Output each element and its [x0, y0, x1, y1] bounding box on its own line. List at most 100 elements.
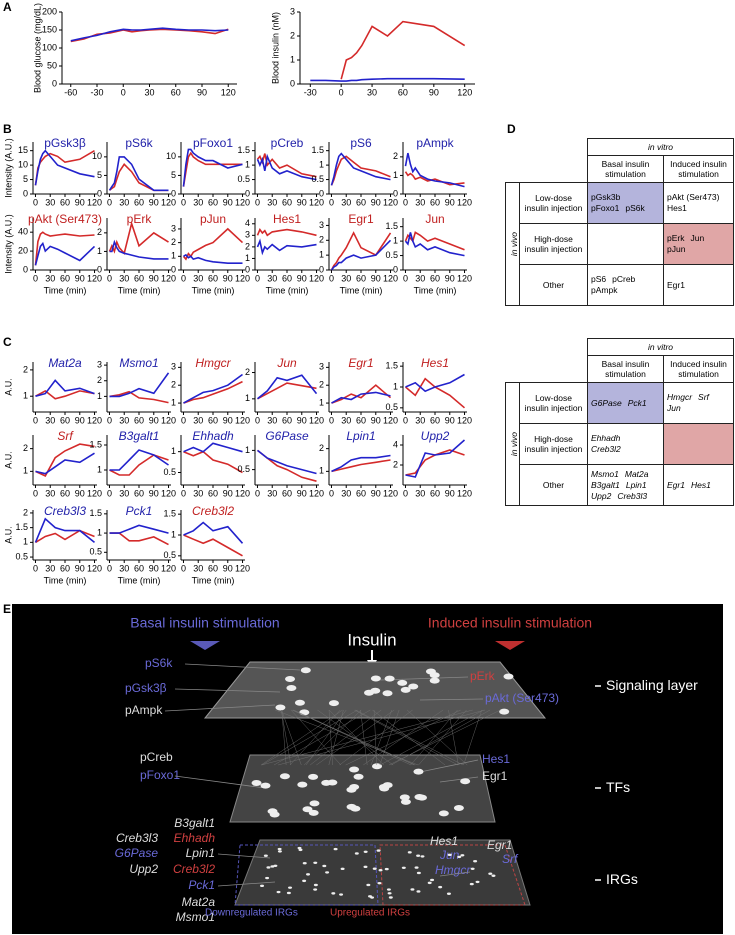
y-tick-label: 1	[23, 537, 28, 547]
cell-item: pGsk3b	[591, 192, 621, 202]
network-node	[446, 892, 451, 895]
x-tick-label: 30	[45, 488, 55, 498]
y-tick-label: 3	[290, 6, 295, 16]
y-tick-label: 1.5	[237, 145, 250, 155]
x-tick-label: 90	[445, 488, 455, 498]
network-edge	[448, 709, 459, 766]
network-node	[349, 766, 360, 773]
x-tick-label: 90	[149, 415, 159, 425]
network-node	[370, 896, 375, 899]
network-node	[399, 794, 410, 801]
x-tick-label: 0	[121, 87, 126, 97]
y-tick-label: 2	[319, 235, 324, 245]
x-tick-label: 0	[181, 488, 186, 498]
network-edge	[388, 709, 501, 766]
x-tick-label: -60	[64, 87, 77, 97]
network-node	[384, 675, 395, 682]
chart-title: Egr1	[348, 212, 374, 226]
cell-item: Hmgcr	[667, 392, 693, 402]
series-line	[109, 524, 169, 534]
series-line	[256, 153, 317, 181]
x-tick-label: 0	[33, 415, 38, 425]
x-tick-label: 120	[161, 197, 176, 207]
network-node	[413, 768, 424, 775]
x-tick-label: 30	[193, 197, 203, 207]
network-node	[420, 855, 425, 858]
y-tick-label: 1	[319, 397, 324, 407]
cell-item: Srf	[698, 392, 709, 402]
y-tick-label: 0	[23, 264, 28, 274]
y-tick-label: 2	[245, 241, 250, 251]
network-node	[308, 773, 319, 780]
x-tick-label: 0	[255, 488, 260, 498]
network-node	[370, 675, 381, 682]
series-line	[109, 390, 169, 404]
x-tick-label: 60	[134, 415, 144, 425]
network-node	[325, 871, 330, 874]
chart-title: Creb3l3	[44, 504, 86, 518]
network-node	[363, 865, 368, 869]
x-tick-label: 90	[149, 563, 159, 573]
x-tick-label: 0	[403, 415, 408, 425]
x-tick-label: 90	[223, 273, 233, 283]
network-node	[384, 867, 389, 871]
x-tick-label: 30	[45, 415, 55, 425]
x-tick-label: 0	[329, 273, 334, 283]
panel-letter: B	[3, 122, 12, 136]
network-edge	[328, 709, 344, 766]
network-node	[371, 763, 382, 770]
leader-line	[217, 881, 276, 887]
chart-title: Lpin1	[346, 429, 375, 443]
network-node	[416, 854, 421, 857]
network-node	[286, 891, 291, 895]
y-tick-label: 0.5	[311, 174, 324, 184]
y-tick-label: 0	[52, 78, 57, 88]
network-node	[294, 699, 305, 706]
network-edge	[328, 709, 384, 766]
series-line	[331, 459, 391, 473]
chart-title: Hes1	[273, 212, 301, 226]
header-row: Basal insulin stimulation Induced insulin…	[506, 355, 735, 383]
y-tick-label: 1	[319, 466, 324, 476]
x-tick-label: 120	[87, 197, 102, 207]
y-tick-label: 0	[245, 188, 250, 198]
group-header: in vitro	[586, 338, 735, 356]
x-tick-label: 90	[371, 488, 381, 498]
chart-title: Msmo1	[119, 356, 158, 370]
x-tick-label: 90	[223, 197, 233, 207]
y-tick-label: 2	[23, 507, 28, 517]
y-axis-label: Blood glucose (mg/dL)	[32, 3, 42, 93]
table: in vitro Basal insulin stimulation Induced…	[505, 338, 735, 506]
chart-title: Jun	[425, 212, 444, 226]
y-tick-label: 0.5	[163, 467, 176, 477]
leader-line	[164, 704, 276, 712]
network-node	[306, 873, 311, 876]
x-tick-label: 90	[223, 563, 233, 573]
series-line	[35, 379, 95, 397]
x-tick-label: 30	[341, 197, 351, 207]
y-tick-label: 5	[23, 174, 28, 184]
y-tick-label: 0	[171, 264, 176, 274]
cell-item: Pck1	[627, 397, 647, 408]
gene-label: Creb3l2	[173, 862, 215, 876]
network-node	[473, 860, 478, 863]
x-tick-label: 120	[383, 273, 398, 283]
y-tick-label: 1.5	[311, 145, 324, 155]
network-node	[376, 849, 381, 852]
network-node	[276, 890, 281, 894]
network-node	[286, 684, 297, 691]
leader-line	[439, 776, 479, 783]
network-node	[350, 805, 361, 812]
row-header: High-dose insulin injection	[519, 423, 588, 465]
x-tick-label: 90	[75, 273, 85, 283]
network-node	[302, 879, 307, 883]
network-edge	[293, 709, 415, 766]
series-line	[35, 452, 95, 475]
series-line	[109, 239, 169, 260]
y-tick-label: 40	[18, 227, 28, 237]
network-node	[279, 773, 290, 780]
x-tick-label: 60	[134, 197, 144, 207]
x-tick-label: 60	[208, 415, 218, 425]
network-edge	[372, 709, 446, 766]
